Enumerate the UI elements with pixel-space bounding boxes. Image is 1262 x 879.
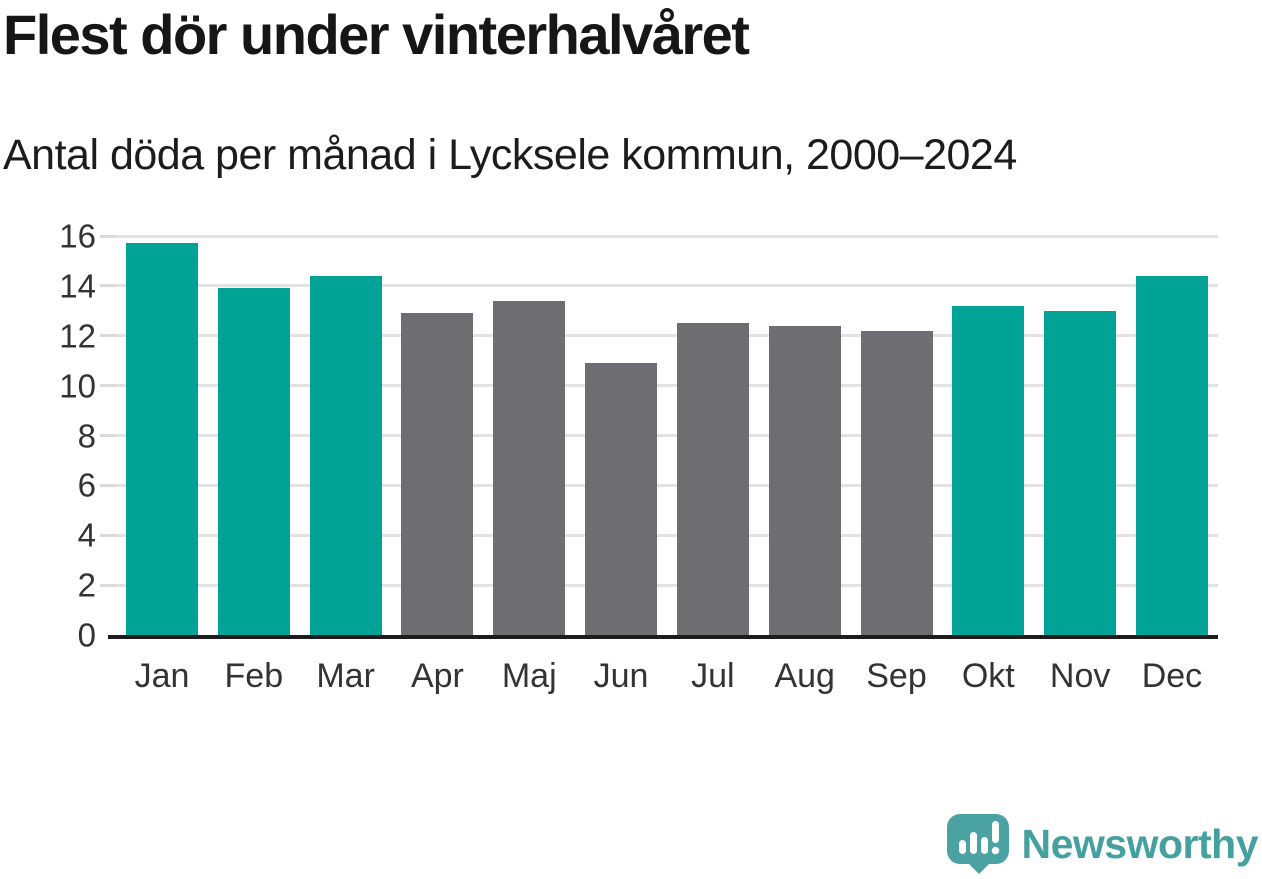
bar-sep [860, 330, 933, 635]
bar-aug [768, 325, 841, 635]
x-tick-label-maj: Maj [501, 657, 557, 695]
x-tick-label-feb: Feb [224, 657, 284, 695]
x-tick-label-sep: Sep [866, 657, 927, 695]
bar-maj [493, 300, 566, 635]
x-tick-label-apr: Apr [410, 657, 464, 695]
y-tick-label-16: 16 [59, 217, 96, 255]
y-tick-label-12: 12 [59, 317, 96, 355]
gridlines [100, 234, 1218, 635]
bar-jul [676, 323, 749, 635]
gridline-2 [116, 583, 1218, 587]
bar-okt [952, 305, 1025, 635]
bar-jun [585, 363, 658, 635]
x-axis-labels: Jan Feb Mar Apr Maj Jun Jul Aug Sep Okt Nov Dec [116, 657, 1218, 696]
y-tickmark-12 [100, 334, 116, 338]
bar-chart-speech-bubble-icon [946, 814, 1009, 874]
x-tick-label-mar: Mar [316, 657, 375, 695]
gridline-8 [116, 434, 1218, 437]
bar-jan [126, 243, 198, 635]
y-tick-label-8: 8 [77, 417, 96, 454]
chart-title: Flest dör under vinterhalvåret [3, 3, 750, 66]
x-tick-label-okt: Okt [961, 657, 1015, 695]
x-tick-label-jun: Jun [593, 657, 649, 695]
y-tick-label-14: 14 [59, 267, 96, 305]
bars-group [116, 236, 1218, 635]
bar-nov [1044, 310, 1117, 635]
y-tickmark-2 [100, 583, 116, 587]
x-tick-label-aug: Aug [774, 657, 835, 695]
bar-dec [1135, 275, 1208, 635]
bar-feb [217, 288, 290, 635]
y-tickmark-10 [100, 384, 116, 388]
x-tick-label-jul: Jul [691, 657, 735, 695]
gridline-4 [116, 533, 1218, 537]
newsworthy-logo: Newsworthy [946, 813, 1259, 875]
y-tickmark-14 [100, 284, 116, 288]
y-tickmark-4 [100, 533, 116, 537]
gridline-10 [116, 384, 1218, 388]
x-tick-label-nov: Nov [1049, 657, 1111, 695]
y-tick-label-6: 6 [77, 466, 96, 504]
y-tick-label-10: 10 [59, 367, 96, 405]
x-tick-label-jan: Jan [134, 657, 190, 695]
y-tickmark-8 [100, 434, 116, 437]
x-axis-line [108, 635, 1218, 639]
y-tick-label-2: 2 [77, 566, 96, 604]
gridline-14 [116, 284, 1218, 288]
bar-apr [401, 313, 474, 635]
y-tickmark-6 [100, 483, 116, 487]
bar-chart: 0 2 4 6 8 10 12 14 16 Jan Feb Mar Apr Maj Jun Jul Aug Se… [59, 220, 1218, 695]
gridline-16 [116, 234, 1218, 238]
brand-name: Newsworthy [1021, 820, 1259, 867]
y-tick-label-4: 4 [77, 516, 96, 554]
y-axis-labels: 0 2 4 6 8 10 12 14 16 [59, 220, 1218, 652]
y-tickmark-16 [100, 234, 116, 238]
gridline-6 [116, 483, 1218, 487]
x-tick-label-dec: Dec [1141, 657, 1203, 695]
y-tick-label-0: 0 [77, 616, 96, 654]
chart-subtitle: Antal döda per månad i Lycksele kommun, … [3, 131, 1017, 179]
gridline-12 [116, 334, 1218, 338]
bar-mar [309, 275, 382, 635]
